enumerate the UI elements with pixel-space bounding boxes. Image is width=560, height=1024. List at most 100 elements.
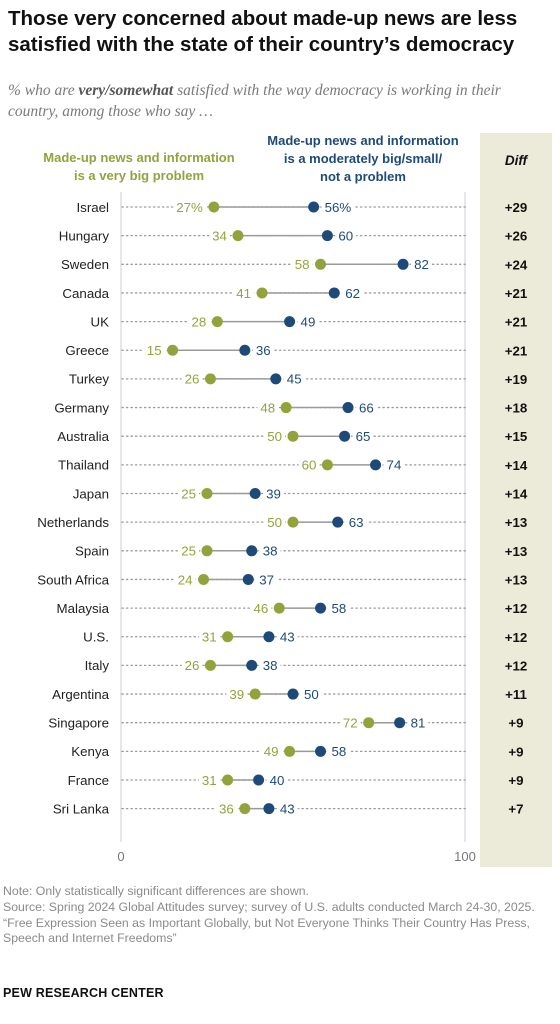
green-value-label: 15 [147,343,162,358]
blue-dot [246,659,258,671]
diff-value: +9 [508,773,523,788]
green-dot [201,488,213,499]
notes: Note: Only statistically significant dif… [3,884,553,947]
blue-label-background [301,686,322,702]
blue-value-label: 81 [411,716,426,731]
diff-value: +15 [505,429,528,444]
green-value-label: 28 [192,314,207,329]
diff-value: +7 [508,802,523,817]
green-label-background [198,772,220,788]
green-value-label: 39 [229,687,244,702]
green-dot [249,688,261,700]
blue-dot [315,745,327,757]
country-label: Malaysia [57,601,110,616]
green-label-background [178,486,199,502]
diff-value: +11 [505,687,527,702]
country-label: France [68,773,109,788]
green-value-label: 26 [185,658,200,673]
subtitle-bold: very/somewhat [78,82,174,99]
green-value-label: 49 [264,744,279,759]
green-label-background [143,343,165,359]
green-dot [287,430,299,442]
blue-value-label: 39 [266,486,281,501]
country-label: Spain [75,544,109,559]
blue-value-label: 56% [325,200,352,215]
blue-label-background [411,257,432,273]
green-value-label: 72 [343,716,358,731]
blue-dot [284,316,296,328]
green-label-background [264,514,285,530]
diff-value: +12 [505,601,528,616]
green-value-label: 34 [212,228,227,243]
blue-label-background [297,314,319,330]
green-value-label: 27% [176,200,203,215]
blue-dot [263,803,275,815]
blue-label-background [276,801,298,817]
chart-title: Those very concerned about made-up news … [8,7,518,56]
green-value-label: 31 [202,630,217,645]
green-label-background [174,572,196,588]
country-label: Turkey [69,372,109,387]
blue-dot [394,717,406,729]
green-dot [284,745,296,757]
green-dot [211,316,223,328]
blue-dot [242,573,254,585]
blue-dot [315,602,327,614]
blue-value-label: 74 [387,458,402,473]
blue-dot [339,430,351,442]
blue-dot [249,488,261,499]
country-label: Germany [54,400,109,415]
blue-value-label: 60 [338,228,353,243]
pew-logo-text: PEW RESEARCH CENTER [3,986,164,1000]
green-label-background [198,629,220,645]
blue-value-label: 38 [263,544,278,559]
blue-value-label: 37 [259,572,274,587]
green-label-background [250,600,272,616]
green-label-background [181,371,203,387]
country-label: UK [91,314,110,329]
legend-green-line: Made-up news and information [43,150,234,165]
green-label-background [226,686,248,702]
blue-value-label: 62 [345,286,360,301]
green-label-background [339,715,361,731]
blue-dot [246,545,258,557]
green-dot [201,545,213,557]
green-label-background [181,658,203,674]
blue-label-background [407,715,429,731]
green-value-label: 48 [260,400,275,415]
green-dot [208,201,220,213]
diff-header: Diff [505,153,529,168]
diff-value: +12 [505,630,528,645]
green-label-background [216,801,237,817]
dot-plot-chart: Diff Made-up news and information is a ver… [37,133,552,867]
blue-label-background [342,285,364,301]
green-value-label: 50 [267,429,282,444]
green-label-background [173,199,207,215]
diff-value: +9 [508,744,523,759]
subtitle-post: satisfied with the way democracy is work… [8,82,501,120]
blue-label-background [345,514,367,530]
green-label-background [298,457,320,473]
blue-value-label: 66 [359,400,374,415]
blue-label-background [356,400,377,416]
green-dot [204,373,216,385]
country-label: South Africa [37,572,109,587]
green-value-label: 24 [178,572,193,587]
blue-label-background [383,457,405,473]
blue-label-background [328,600,350,616]
blue-dot [270,373,282,385]
diff-value: +18 [505,401,528,416]
green-dot [198,573,210,585]
legend-blue-line: is a moderately big/small/ [284,151,443,166]
green-label-background [257,400,279,416]
blue-dot [332,516,344,528]
blue-label-background [259,543,281,559]
green-label-background [260,744,282,760]
blue-value-label: 65 [356,429,371,444]
blue-label-background [266,772,288,788]
country-label: Singapore [48,716,109,731]
legend-blue-line: Made-up news and information [267,133,458,148]
country-label: Argentina [52,687,110,702]
country-label: Thailand [58,458,109,473]
blue-label-background [283,371,305,387]
